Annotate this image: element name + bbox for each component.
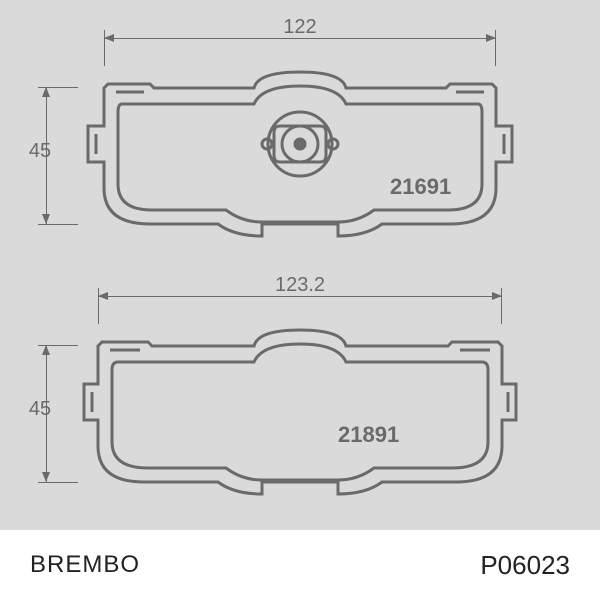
pad-1-ref-label: 21691 bbox=[390, 174, 451, 200]
dim-height-2-label: 45 bbox=[20, 398, 60, 421]
part-number-label: P06023 bbox=[480, 550, 570, 581]
dim-h1-ext-bot bbox=[38, 224, 78, 225]
brand-label: BREMBO bbox=[30, 551, 140, 579]
arrow-left-icon bbox=[98, 292, 108, 300]
arrow-down-icon bbox=[42, 214, 50, 224]
dim-width-2-label: 123.2 bbox=[258, 274, 342, 297]
brake-pad-1 bbox=[80, 66, 520, 246]
arrow-right-icon bbox=[486, 34, 496, 42]
arrow-up-icon bbox=[42, 87, 50, 97]
dim-height-1-label: 45 bbox=[20, 140, 60, 163]
arrow-right-icon bbox=[492, 292, 502, 300]
pad-2-ref-label: 21891 bbox=[338, 422, 399, 448]
arrow-up-icon bbox=[42, 345, 50, 355]
dim-width-1-label: 122 bbox=[260, 16, 340, 39]
diagram-area: 122 45 21691 123.2 bbox=[0, 0, 600, 530]
dim-h2-ext-bot bbox=[38, 482, 78, 483]
footer: BREMBO P06023 bbox=[0, 530, 600, 600]
arrow-left-icon bbox=[104, 34, 114, 42]
brake-pad-2 bbox=[80, 324, 520, 504]
arrow-down-icon bbox=[42, 472, 50, 482]
